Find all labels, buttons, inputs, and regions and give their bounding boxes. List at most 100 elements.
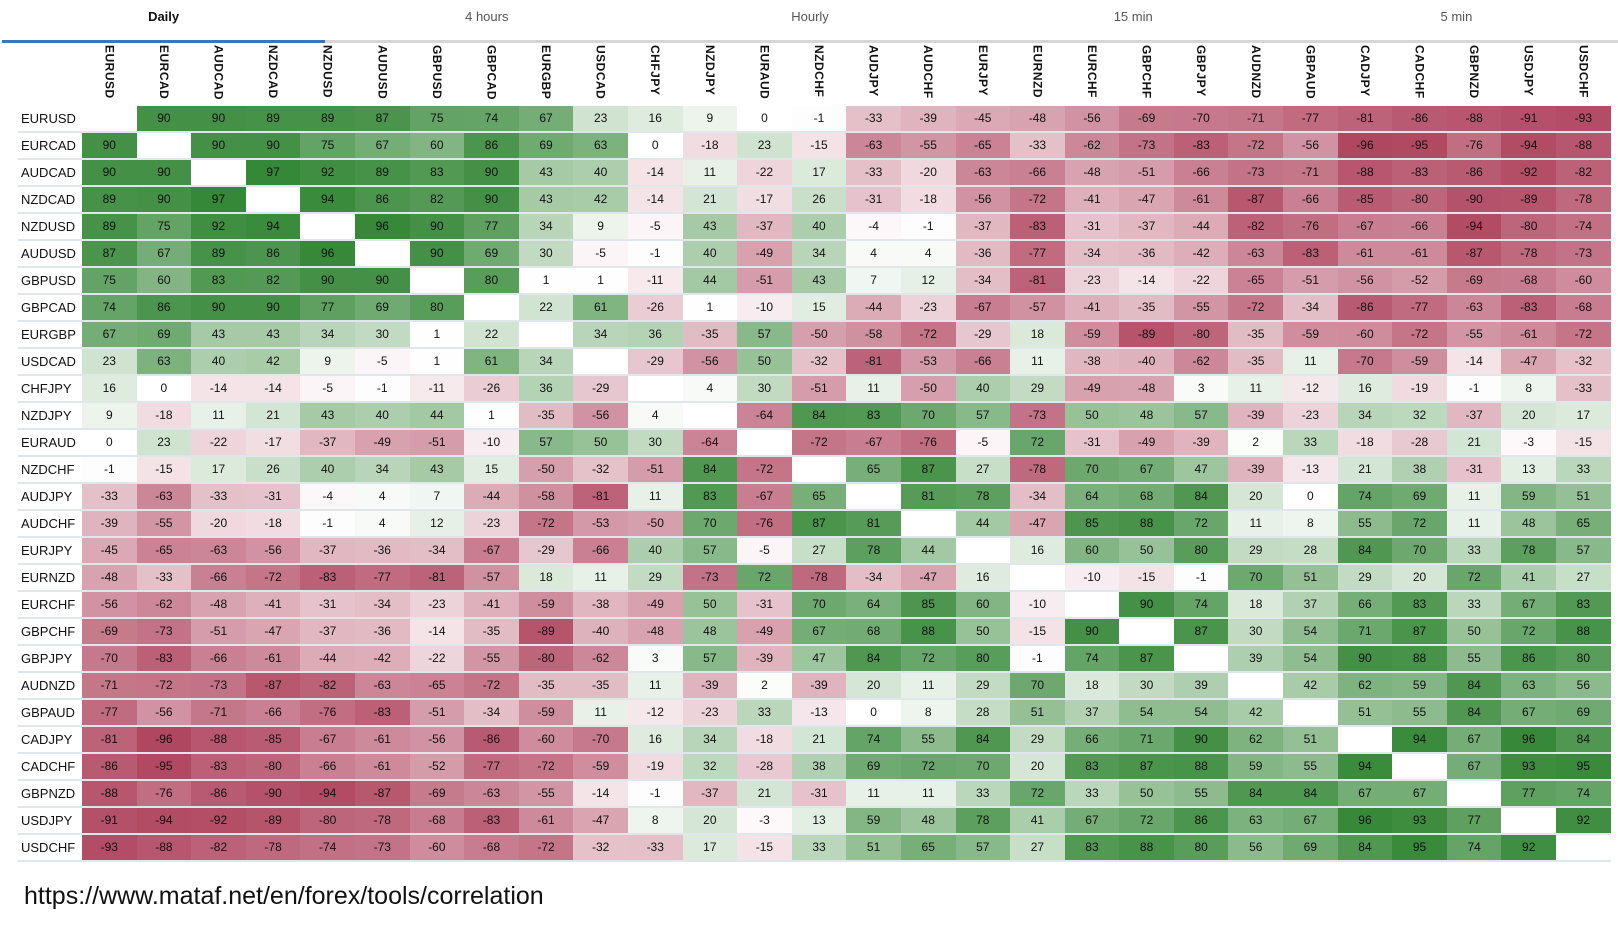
correlation-cell: -81 [82, 727, 137, 752]
tab-5-min[interactable]: 5 min [1440, 9, 1473, 24]
correlation-cell: -56 [573, 403, 628, 428]
correlation-cell: 28 [955, 700, 1011, 725]
row-header-nzdusd: NZDUSD [21, 219, 76, 234]
correlation-cell: 84 [846, 646, 901, 671]
correlation-cell: -71 [82, 673, 137, 698]
correlation-cell: -31 [1064, 430, 1120, 455]
correlation-cell: -78 [1556, 187, 1611, 212]
correlation-cell: -62 [1064, 133, 1120, 158]
correlation-cell: -5 [737, 538, 792, 563]
correlation-cell: 77 [1501, 781, 1557, 806]
correlation-cell: -70 [82, 646, 137, 671]
tab-hourly[interactable]: Hourly [791, 9, 829, 24]
correlation-cell: -13 [791, 700, 847, 725]
column-header-euraud: EURAUD [737, 42, 792, 106]
correlation-cell: -72 [518, 754, 574, 779]
correlation-cell: 43 [791, 268, 847, 293]
correlation-cell: 72 [1446, 565, 1502, 590]
correlation-cell: -96 [136, 727, 192, 752]
correlation-cell: -77 [354, 565, 410, 590]
correlation-cell: -82 [1556, 160, 1611, 185]
table-row: USDJPY -91 -94 -92 -89 -80 -78 -68 -83 -61 -47 8 20-… [18, 808, 1611, 835]
correlation-cell: 83 [1064, 835, 1120, 860]
correlation-cell: 90 [464, 187, 519, 212]
correlation-cell: -66 [245, 700, 301, 725]
correlation-cell: 84 [1446, 673, 1502, 698]
column-header-label: EURCHF [1084, 45, 1099, 98]
correlation-cell: -80 [1501, 214, 1557, 239]
correlation-cell: -23 [682, 700, 738, 725]
correlation-cell: 85 [1064, 511, 1120, 536]
correlation-cell: -10 [1064, 565, 1120, 590]
correlation-cell: -29 [518, 538, 574, 563]
correlation-cell: 88 [1556, 619, 1611, 644]
correlation-cell: 50 [737, 349, 792, 374]
correlation-cell: -88 [1337, 160, 1393, 185]
tab-daily[interactable]: Daily [2, 0, 326, 43]
correlation-cell: -80 [518, 646, 574, 671]
correlation-cell: 74 [1173, 592, 1229, 617]
correlation-cell: -82 [300, 673, 355, 698]
correlation-cell: -48 [1119, 376, 1174, 401]
table-row: CADJPY -81 -96 -88 -85 -67 -61 -56 -86 -60 -70 16 34… [18, 727, 1611, 754]
correlation-cell: 20 [1392, 565, 1447, 590]
correlation-cell: 59 [1392, 673, 1447, 698]
row-header-audchf: AUDCHF [21, 516, 76, 531]
correlation-cell: -70 [573, 727, 628, 752]
correlation-cell: 61 [573, 295, 628, 320]
correlation-cell: 85 [900, 592, 956, 617]
correlation-cell: 33 [1556, 457, 1611, 482]
correlation-cell: -60 [1337, 322, 1393, 347]
correlation-cell: -11 [409, 376, 465, 401]
correlation-cell: 17 [791, 160, 847, 185]
correlation-cell: 72 [1501, 619, 1557, 644]
tab-15-min[interactable]: 15 min [1113, 9, 1153, 24]
column-header-nzdchf: NZDCHF [792, 42, 847, 106]
correlation-cell: -80 [245, 754, 301, 779]
correlation-cell: 11 [900, 673, 956, 698]
correlation-cell: 48 [682, 619, 738, 644]
row-header-usdchf: USDCHF [21, 840, 76, 855]
column-header-label: AUDJPY [866, 45, 881, 97]
correlation-cell: -34 [464, 700, 519, 725]
correlation-cell: -83 [136, 646, 192, 671]
correlation-cell: 20 [682, 808, 738, 833]
diagonal-cell [627, 376, 683, 401]
correlation-cell: -1 [1010, 646, 1065, 671]
correlation-cell: -68 [1501, 268, 1557, 293]
correlation-cell: 94 [1337, 754, 1393, 779]
correlation-cell: -66 [573, 538, 628, 563]
tab-4-hours[interactable]: 4 hours [465, 9, 509, 24]
diagonal-cell [846, 484, 901, 509]
correlation-cell: 86 [245, 241, 301, 266]
correlation-cell: 81 [900, 484, 956, 509]
correlation-cell: -85 [245, 727, 301, 752]
correlation-cell: -36 [1119, 241, 1174, 266]
correlation-cell: -56 [1337, 268, 1393, 293]
correlation-cell: 74 [1446, 835, 1502, 860]
correlation-cell: -72 [1556, 322, 1611, 347]
correlation-cell: 70 [1010, 673, 1065, 698]
correlation-cell: -66 [1283, 187, 1338, 212]
correlation-cell: -14 [1446, 349, 1502, 374]
correlation-cell: 11 [846, 376, 901, 401]
diagonal-cell [191, 160, 246, 185]
correlation-cell: 72 [1010, 430, 1065, 455]
correlation-cell: -5 [573, 241, 628, 266]
correlation-cell: 33 [955, 781, 1011, 806]
correlation-cell: -22 [1173, 268, 1229, 293]
diagonal-cell [82, 106, 137, 131]
correlation-cell: 64 [846, 592, 901, 617]
correlation-cell: -65 [955, 133, 1011, 158]
row-header-audusd: AUDUSD [21, 246, 76, 261]
correlation-cell: 27 [1556, 565, 1611, 590]
correlation-cell: -50 [900, 376, 956, 401]
correlation-cell: 12 [900, 268, 956, 293]
correlation-cell: 88 [1119, 511, 1174, 536]
correlation-cell: -15 [791, 133, 847, 158]
correlation-cell: -41 [464, 592, 519, 617]
correlation-cell: -80 [300, 808, 355, 833]
correlation-cell: -44 [464, 484, 519, 509]
correlation-cell: -83 [1501, 295, 1557, 320]
correlation-cell: 13 [791, 808, 847, 833]
